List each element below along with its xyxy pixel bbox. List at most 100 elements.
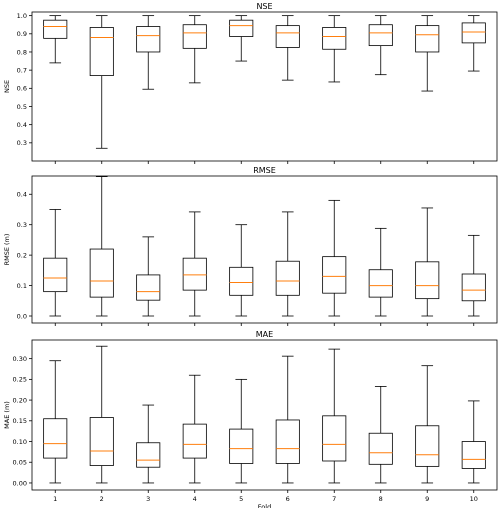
panel-rmse: RMSE RMSE (m) 0.0 0.1 0.2 0.3 0.4 — [3, 166, 498, 326]
iqr-box — [275, 260, 300, 296]
y-tick-label: 0.9 — [17, 30, 27, 38]
iqr-box — [229, 266, 254, 296]
iqr-box — [182, 257, 207, 291]
iqr-box — [461, 22, 486, 44]
chart-title: NSE — [256, 2, 272, 11]
iqr-box — [89, 417, 114, 466]
panel-mae: MAE MAE (m) 0.00 0.05 0.10 0.15 0.20 0.25 0.30 1 2… — [3, 330, 498, 508]
plot-frame — [31, 175, 498, 324]
iqr-box — [182, 24, 207, 49]
box-fold-6 — [275, 15, 300, 81]
box-fold-3 — [136, 15, 161, 90]
y-tick-label: 0.5 — [17, 103, 27, 111]
iqr-box — [461, 273, 486, 302]
iqr-box — [415, 25, 440, 53]
x-tick-label: 8 — [379, 495, 383, 503]
box-fold-9 — [415, 365, 440, 484]
box-fold-1 — [43, 209, 68, 317]
box-fold-6 — [275, 211, 300, 317]
iqr-box — [43, 257, 68, 293]
y-tick-label: 0.05 — [13, 459, 27, 467]
box-fold-10 — [461, 15, 486, 72]
box-fold-10 — [461, 234, 486, 317]
iqr-box — [43, 418, 68, 459]
x-tick-label: 5 — [239, 495, 243, 503]
y-axis-label: RMSE (m) — [3, 234, 11, 266]
x-axis-label: Fold — [258, 503, 271, 508]
iqr-box — [368, 269, 393, 298]
y-tick-label: 0.4 — [17, 121, 27, 129]
iqr-box — [461, 441, 486, 469]
iqr-box — [322, 27, 347, 50]
x-tick-label: 6 — [286, 495, 290, 503]
box-fold-5 — [229, 224, 254, 317]
y-tick-label: 0.30 — [13, 355, 27, 363]
y-axis-label: NSE — [3, 80, 11, 93]
iqr-box — [322, 415, 347, 462]
box-fold-2 — [89, 15, 114, 149]
y-tick-label: 0.4 — [17, 191, 27, 199]
y-tick-label: 0.25 — [13, 376, 27, 384]
x-tick-label: 3 — [146, 495, 150, 503]
chart-title: RMSE — [253, 166, 276, 175]
x-tick-label: 2 — [100, 495, 104, 503]
iqr-box — [136, 442, 161, 468]
y-tick-label: 0.10 — [13, 438, 27, 446]
y-tick-label: 0.6 — [17, 85, 27, 93]
y-tick-label: 0.8 — [17, 48, 27, 56]
iqr-box — [89, 248, 114, 298]
box-fold-3 — [136, 236, 161, 317]
y-tick-label: 0.2 — [17, 251, 27, 259]
x-tick-label: 1 — [53, 495, 57, 503]
box-fold-5 — [229, 378, 254, 484]
box-fold-2 — [89, 345, 114, 484]
iqr-box — [43, 19, 68, 39]
iqr-box — [415, 425, 440, 467]
iqr-box — [229, 428, 254, 464]
plot-frame — [31, 11, 498, 162]
box-fold-1 — [43, 15, 68, 64]
y-tick-label: 0.20 — [13, 396, 27, 404]
box-fold-7 — [322, 348, 347, 484]
x-tick-label: 7 — [332, 495, 336, 503]
iqr-box — [182, 423, 207, 459]
y-axis-label: MAE (m) — [3, 401, 11, 429]
y-tick-label: 0.3 — [17, 221, 27, 229]
iqr-box — [368, 24, 393, 47]
box-fold-9 — [415, 207, 440, 317]
x-tick-label: 4 — [193, 495, 197, 503]
iqr-box — [322, 256, 347, 294]
iqr-box — [275, 25, 300, 48]
box-fold-4 — [182, 374, 207, 484]
x-tick-label: 10 — [470, 495, 478, 503]
y-tick-label: 1.0 — [17, 12, 27, 20]
chart-title: MAE — [256, 330, 273, 339]
box-fold-8 — [368, 15, 393, 76]
plot-frame — [31, 339, 498, 491]
iqr-box — [368, 432, 393, 465]
box-fold-2 — [89, 176, 114, 317]
iqr-box — [136, 26, 161, 53]
y-tick-label: 0.0 — [17, 312, 27, 320]
iqr-box — [275, 419, 300, 464]
y-tick-label: 0.15 — [13, 417, 27, 425]
y-tick-label: 0.00 — [13, 479, 27, 487]
box-fold-7 — [322, 199, 347, 317]
box-fold-8 — [368, 386, 393, 484]
box-fold-6 — [275, 355, 300, 484]
box-fold-9 — [415, 15, 440, 92]
x-tick-label: 9 — [425, 495, 429, 503]
box-fold-8 — [368, 227, 393, 317]
box-fold-5 — [229, 15, 254, 62]
box-fold-7 — [322, 15, 347, 83]
box-fold-1 — [43, 360, 68, 484]
iqr-box — [136, 274, 161, 301]
y-tick-label: 0.1 — [17, 282, 27, 290]
box-fold-10 — [461, 400, 486, 484]
panel-nse: NSE NSE 0.3 0.4 0.5 0.6 0.7 0.8 0.9 1.0 — [3, 2, 498, 164]
box-fold-4 — [182, 15, 207, 84]
y-tick-label: 0.3 — [17, 139, 27, 147]
box-fold-4 — [182, 211, 207, 317]
iqr-box — [229, 19, 254, 37]
